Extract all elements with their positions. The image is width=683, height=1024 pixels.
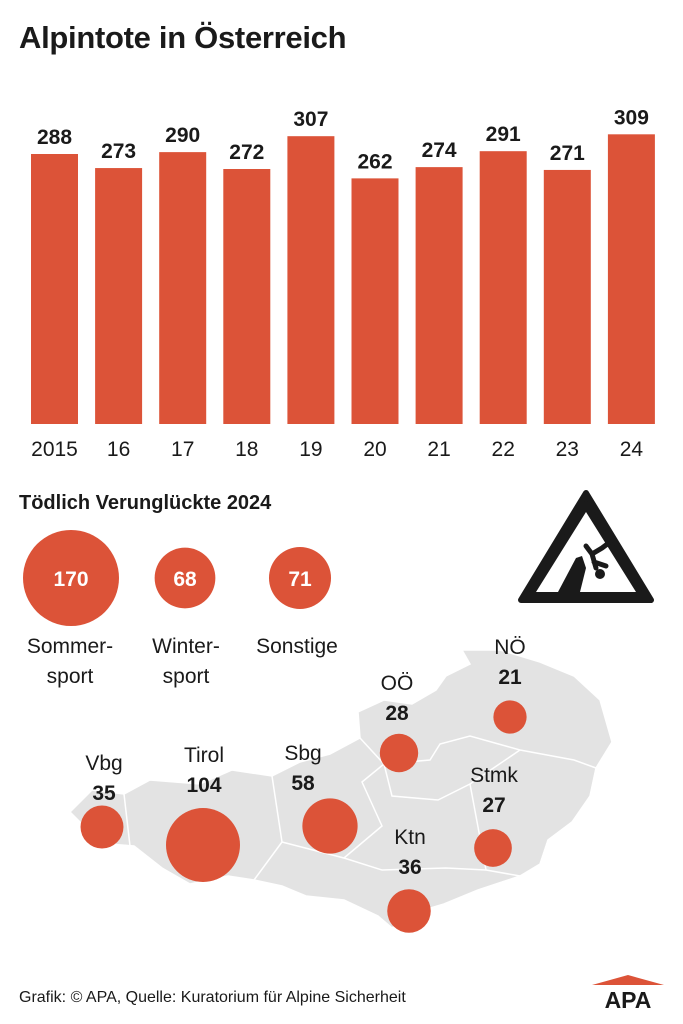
bar-value-label: 307 xyxy=(293,108,328,131)
x-tick-label: 21 xyxy=(427,438,450,461)
x-tick-label: 16 xyxy=(107,438,130,461)
bar-value-label: 291 xyxy=(486,123,521,146)
x-tick-label: 19 xyxy=(299,438,322,461)
category-label-winter: Winter- sport xyxy=(136,632,236,692)
category-bubble-value: 170 xyxy=(53,568,88,591)
bar-value-label: 262 xyxy=(357,150,392,173)
apa-logo-text: APA xyxy=(605,987,652,1011)
bar-22 xyxy=(479,151,527,424)
x-tick-label: 18 xyxy=(235,438,258,461)
bar-value-label: 288 xyxy=(37,126,72,149)
x-tick-label: 20 xyxy=(363,438,386,461)
category-label-summer: Sommer- sport xyxy=(10,632,130,692)
bar-2015 xyxy=(31,154,78,424)
bar-20 xyxy=(351,178,399,424)
x-tick-label: 23 xyxy=(556,438,579,461)
category-label-line: Sommer- xyxy=(26,635,114,658)
source-credit: Grafik: © APA, Quelle: Kuratorium für Al… xyxy=(19,989,406,1006)
bar-value-label: 273 xyxy=(101,140,136,163)
x-tick-label: 24 xyxy=(620,438,644,461)
bar-value-label: 271 xyxy=(550,142,585,165)
falling-climber-warning-icon xyxy=(518,490,654,603)
bar-16 xyxy=(95,168,143,424)
category-label-line: sport xyxy=(46,665,94,688)
category-label-line: Sonstige xyxy=(256,635,338,658)
page-title: Alpintote in Österreich xyxy=(19,20,347,55)
x-tick-label: 22 xyxy=(492,438,515,461)
bar-23 xyxy=(543,169,591,424)
bar-chart: 288 2015 273 16 290 17 272 18 307 19 262 20 274 21 291… xyxy=(31,106,655,461)
category-bubble xyxy=(154,547,216,609)
bar-18 xyxy=(223,169,271,424)
x-tick-label: 2015 xyxy=(31,438,78,461)
bar-24 xyxy=(607,134,655,424)
apa-logo: APA xyxy=(592,975,664,1011)
category-label-other: Sonstige xyxy=(242,632,352,662)
category-label-line: Winter- xyxy=(152,635,220,658)
austria-map-shape xyxy=(68,649,613,929)
category-bubble-value: 68 xyxy=(173,568,197,591)
bar-19 xyxy=(287,136,335,424)
bar-17 xyxy=(159,152,207,424)
bar-21 xyxy=(415,167,463,424)
category-label-line: sport xyxy=(162,665,210,688)
bar-value-label: 290 xyxy=(165,124,200,147)
bar-value-label: 274 xyxy=(422,139,457,162)
category-bubbles: 170 68 71 xyxy=(23,530,332,626)
austria-map xyxy=(68,649,613,929)
category-bubble xyxy=(268,546,332,610)
x-tick-label: 17 xyxy=(171,438,194,461)
category-bubble-value: 71 xyxy=(288,568,312,591)
category-bubble xyxy=(23,530,119,626)
bar-value-label: 272 xyxy=(229,141,264,164)
bar-value-label: 309 xyxy=(614,106,649,129)
bubble-chart-title: Tödlich Verunglückte 2024 xyxy=(19,492,272,514)
